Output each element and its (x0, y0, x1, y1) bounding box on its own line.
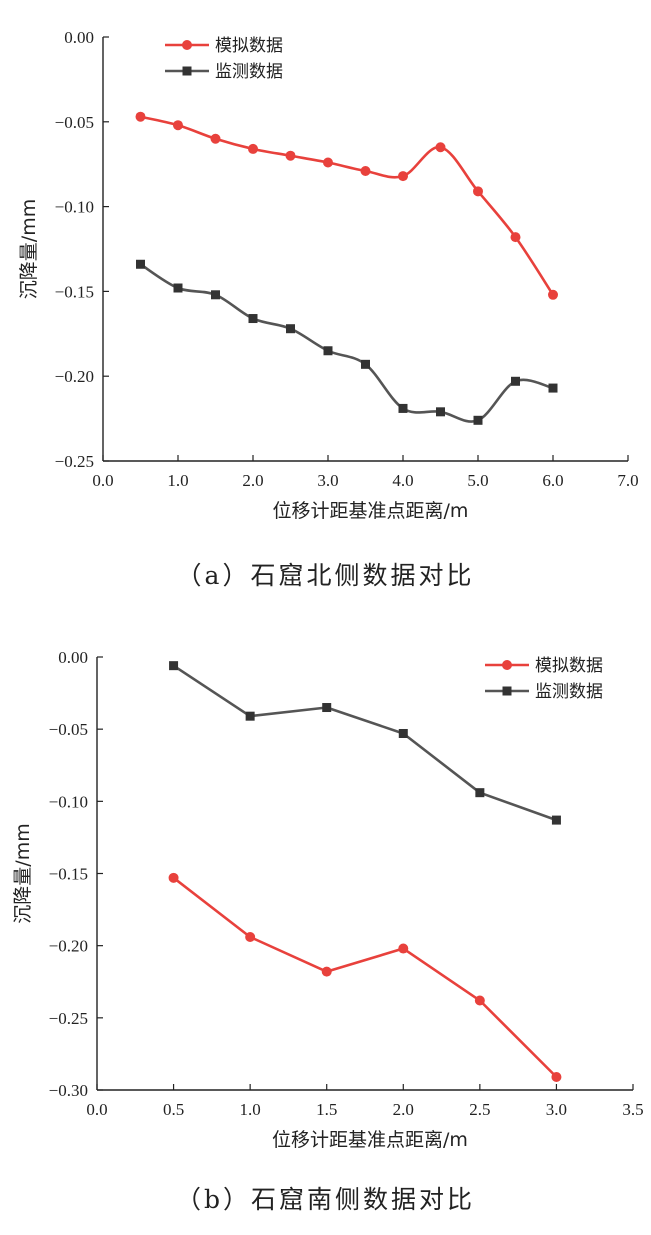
chart-a-x-tick-label: 5.0 (467, 471, 488, 490)
chart-a-legend-monitored-label: 监测数据 (215, 62, 283, 82)
chart-a-simulated-point (473, 186, 483, 197)
chart-a-simulated-point (510, 232, 521, 243)
chart-a-simulated-point (323, 157, 333, 168)
chart-b-x-tick-label: 0.5 (163, 1100, 184, 1119)
chart-a-y-tick-label: −0.15 (55, 282, 94, 301)
chart-a-x-tick-label: 0.0 (92, 471, 113, 490)
chart-a-simulated-point (285, 150, 296, 161)
chart-a-caption: （a）石窟北侧数据对比 (176, 561, 475, 590)
chart-b-x-tick-label: 0.0 (86, 1100, 107, 1119)
chart-b-legend-monitored-label: 监测数据 (535, 682, 603, 702)
chart-a-simulated-line (140, 115, 555, 296)
chart-b-simulated-point (168, 872, 179, 883)
chart-b-y-tick-label: −0.10 (49, 792, 88, 811)
chart-a-monitored-point (211, 290, 220, 300)
chart-a-x-tick-label: 1.0 (167, 471, 188, 490)
chart-a-y-tick-label: −0.05 (55, 113, 94, 132)
chart-b-x-axis-title: 位移计距基准点距离/m (272, 1129, 468, 1151)
chart-b-y-tick-label: −0.25 (49, 1009, 88, 1028)
chart-b-x-tick-label: 3.0 (546, 1100, 567, 1119)
chart-b-x-tick-label: 3.5 (622, 1100, 643, 1119)
chart-a-x-tick-label: 3.0 (317, 471, 338, 490)
chart-b-simulated-point (474, 995, 485, 1006)
chart-b-x-tick-label: 2.0 (393, 1100, 414, 1119)
chart-b-y-tick-label: −0.20 (49, 937, 88, 956)
chart-b-monitored-point (169, 661, 179, 671)
chart-a-y-tick-label: −0.25 (55, 452, 94, 471)
chart-a-monitored-point (361, 359, 370, 369)
chart-b-legend-monitored-marker (502, 686, 512, 696)
chart-a-x-axis-title: 位移计距基准点距离/m (273, 500, 469, 522)
chart-b-simulated-point (245, 932, 256, 943)
chart-a-simulated-point (135, 111, 146, 122)
chart-a-monitored-point (511, 376, 520, 386)
chart-a-x-tick-label: 4.0 (392, 471, 413, 490)
chart-b-plot: 0.00 −0.05 −0.10 −0.15 −0.20 −0.25 −0.300.0 0.5… (12, 648, 644, 1151)
chart-a-plot: 0.00 −0.05 −0.10 −0.15 −0.20 −0.250.0 1.0 2.0 3.… (18, 28, 639, 522)
chart-b-legend-simulated-marker (502, 660, 512, 670)
chart-a-simulated-point (548, 289, 558, 300)
chart-a-simulated-point (435, 142, 446, 153)
chart-a-x-tick-label: 7.0 (617, 471, 638, 490)
chart-b-monitored-point (245, 711, 255, 721)
chart-a-monitored-point (473, 415, 483, 425)
chart-a-y-tick-label: −0.20 (55, 367, 94, 386)
chart-b-y-axis-title: 沉降量/mm (12, 823, 34, 923)
chart-a-y-tick-label: 0.00 (64, 28, 94, 47)
chart-a-monitored-line (139, 263, 554, 423)
chart-a-legend-simulated-label: 模拟数据 (215, 36, 283, 56)
chart-b-x-tick-label: 2.5 (469, 1100, 490, 1119)
chart-a-simulated-point (398, 171, 408, 182)
chart-b-x-tick-label: 1.0 (240, 1100, 261, 1119)
chart-b-simulated-point (398, 943, 409, 954)
chart-a-simulated-point (173, 120, 183, 131)
chart-a-monitored-point (248, 314, 258, 324)
chart-a-simulated-point (248, 143, 258, 154)
chart-panel-b: 0.00 −0.05 −0.10 −0.15 −0.20 −0.25 −0.30 0.0 0.5… (0, 615, 651, 1235)
chart-b-monitored-point (322, 703, 332, 713)
chart-a-simulated-point (360, 165, 371, 176)
chart-a-monitored-point (286, 324, 295, 334)
chart-a-monitored-point (548, 383, 558, 393)
chart-b-y-tick-label: 0.00 (58, 648, 88, 667)
chart-a-monitored-point (323, 346, 333, 356)
chart-a-monitored-point (398, 403, 408, 413)
chart-a-monitored-point (173, 283, 183, 293)
chart-a-simulated-point (210, 133, 221, 144)
chart-b-simulated-point (551, 1072, 562, 1083)
chart-b-legend-simulated-label: 模拟数据 (535, 656, 603, 676)
chart-b-monitored-point (475, 788, 485, 798)
chart-a-legend-monitored-marker (182, 66, 192, 76)
chart-b-simulated-line (172, 876, 558, 1078)
chart-a-x-tick-label: 2.0 (242, 471, 263, 490)
chart-a-x-tick-label: 6.0 (542, 471, 563, 490)
chart-b-y-tick-label: −0.05 (49, 720, 88, 739)
chart-a-y-axis-title: 沉降量/mm (18, 199, 40, 299)
chart-a-monitored-point (436, 407, 445, 417)
chart-a-legend-simulated-marker (182, 40, 192, 50)
chart-b-caption: （b）石窟南侧数据对比 (175, 1185, 475, 1214)
chart-b-monitored-point (398, 728, 408, 738)
chart-b-monitored-line (172, 664, 557, 822)
chart-b-monitored-point (551, 815, 561, 825)
chart-b-y-tick-label: −0.15 (49, 865, 88, 884)
chart-b-y-tick-label: −0.30 (49, 1081, 88, 1100)
chart-a-monitored-point (136, 259, 145, 269)
chart-b-simulated-point (321, 966, 332, 977)
chart-a-y-tick-label: −0.10 (55, 198, 94, 217)
chart-panel-a: 0.00 −0.05 −0.10 −0.15 −0.20 −0.25 0.0 1.0 2.0 3.… (0, 0, 651, 615)
chart-b-x-tick-label: 1.5 (316, 1100, 337, 1119)
